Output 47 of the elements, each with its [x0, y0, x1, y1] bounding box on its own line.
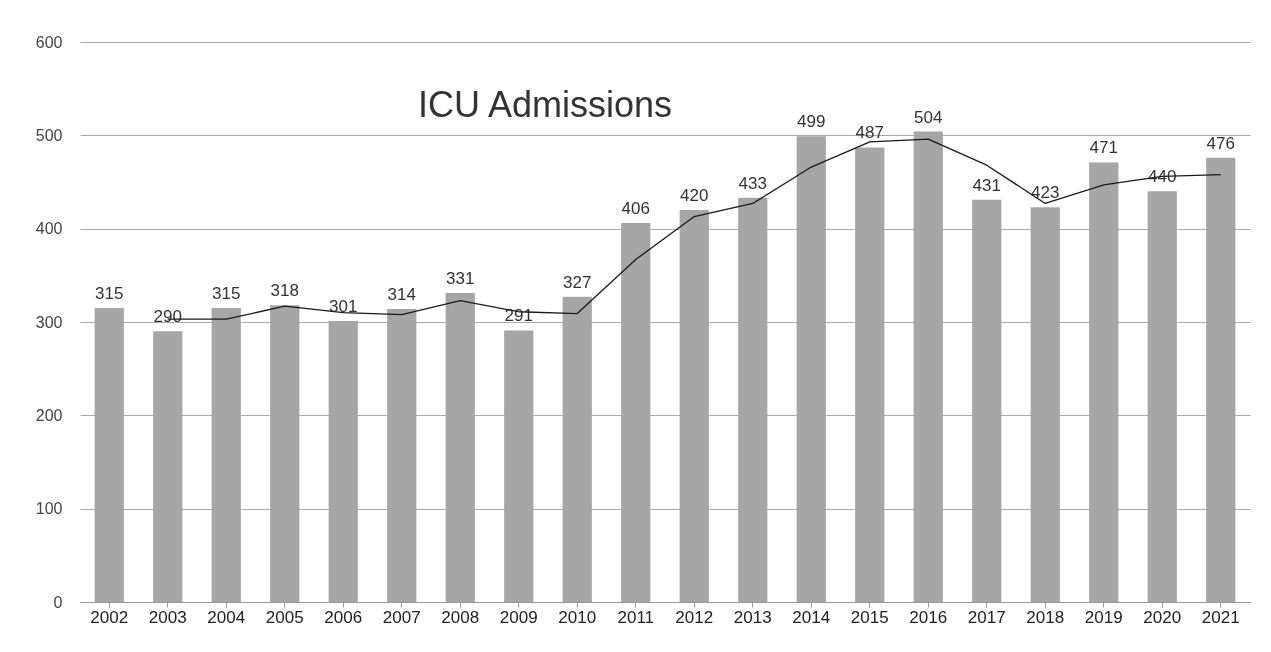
x-tick-label: 2007: [382, 607, 421, 627]
x-tick-label: 2014: [792, 607, 831, 627]
x-tick-label: 2019: [1084, 607, 1123, 627]
data-label: 499: [797, 112, 826, 132]
y-tick-label: 100: [35, 500, 63, 518]
data-label: 331: [446, 269, 475, 289]
data-label: 315: [212, 284, 241, 303]
x-tick-label: 2020: [1143, 607, 1182, 627]
y-tick-label: 600: [35, 33, 63, 51]
data-label: 314: [387, 284, 416, 304]
x-tick-label: 2012: [675, 607, 714, 627]
x-tick-label: 2017: [967, 607, 1006, 627]
x-tick-label: 2005: [265, 607, 304, 627]
y-tick-label: 300: [35, 313, 63, 331]
x-tick-label: 2018: [1026, 607, 1065, 627]
y-tick-label: 0: [53, 593, 63, 611]
y-tick-label: 500: [35, 126, 63, 144]
text: ICU Admissions: [417, 84, 673, 125]
x-tick-label: 2010: [558, 607, 597, 627]
data-label: 504: [914, 107, 943, 127]
data-label: 327: [563, 272, 592, 292]
x-tick-label: 2008: [441, 607, 480, 627]
data-label: 290: [153, 307, 182, 327]
data-label: 431: [972, 175, 1001, 195]
y-tick-label: 200: [35, 406, 63, 424]
x-tick-label: 2016: [909, 607, 948, 627]
x-tick-label: 2002: [90, 607, 129, 627]
x-tick-label: 2011: [617, 607, 655, 627]
x-tick-label: 2015: [850, 607, 889, 627]
data-label: 318: [270, 281, 299, 301]
x-tick-label: 2021: [1201, 607, 1240, 627]
x-tick-label: 2009: [499, 607, 538, 627]
data-label: 471: [1089, 138, 1118, 158]
data-label: 406: [621, 199, 650, 219]
x-tick-label: 2004: [207, 607, 246, 627]
data-label: 291: [504, 306, 533, 326]
x-tick-label: 2013: [733, 607, 772, 627]
y-tick-label: 400: [35, 220, 63, 238]
data-label: 423: [1031, 183, 1060, 203]
data-label: 315: [95, 284, 124, 303]
data-label: 433: [738, 173, 767, 193]
data-label: 301: [329, 297, 358, 317]
data-label: 476: [1206, 133, 1235, 153]
data-label: 420: [680, 186, 709, 205]
data-label: 487: [855, 123, 884, 143]
x-tick-label: 2003: [148, 607, 187, 627]
x-tick-label: 2006: [324, 607, 363, 627]
